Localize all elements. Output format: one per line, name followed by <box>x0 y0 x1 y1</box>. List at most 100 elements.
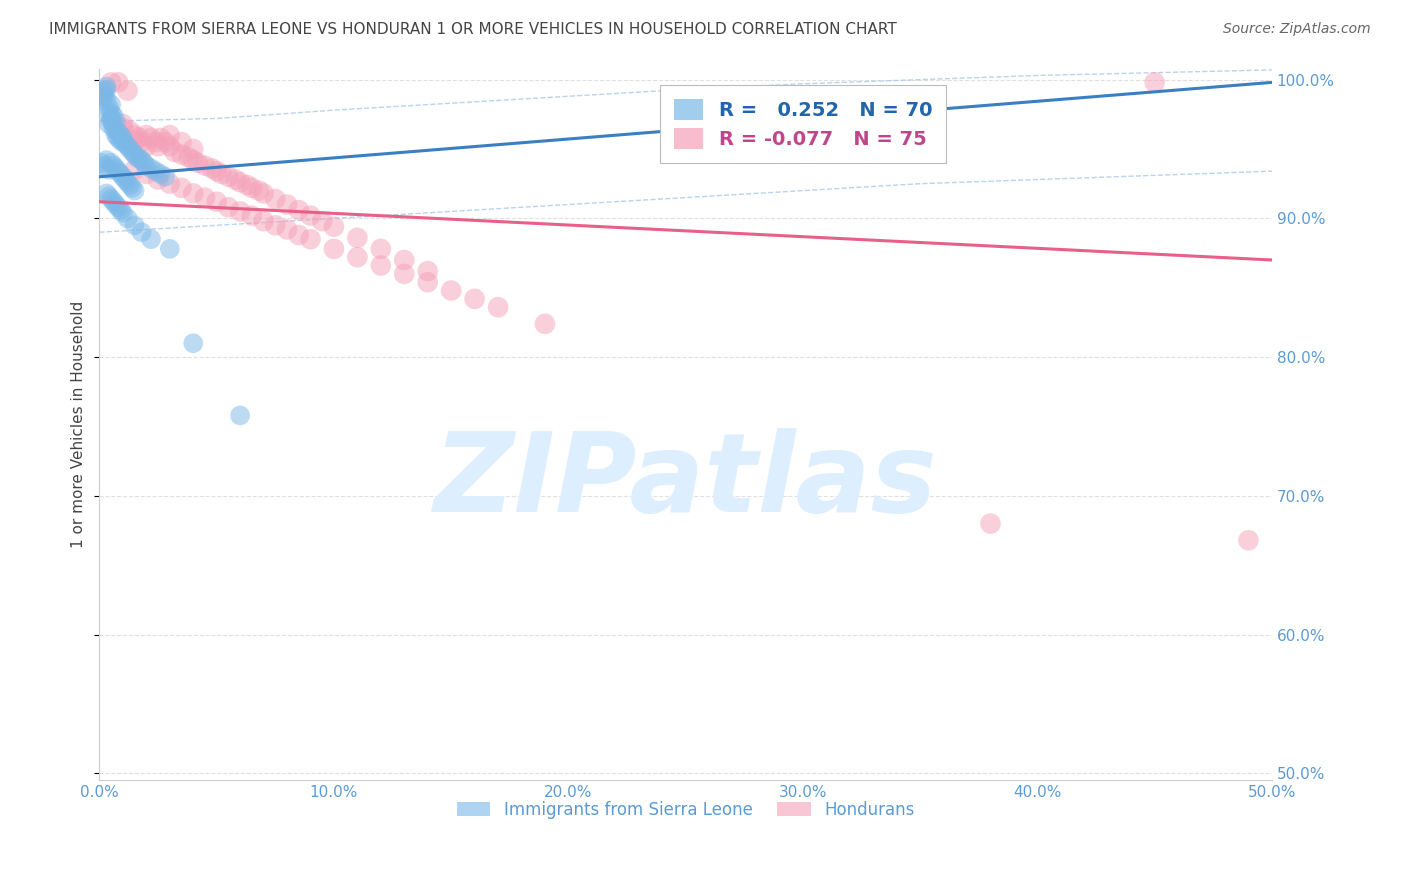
Point <box>346 250 368 264</box>
Point <box>159 128 181 142</box>
Point <box>159 139 181 153</box>
Point <box>111 169 134 184</box>
Point <box>121 181 143 195</box>
Point <box>100 97 122 112</box>
Point <box>264 219 287 233</box>
Point <box>394 267 416 281</box>
Point <box>96 153 118 167</box>
Point <box>93 84 115 98</box>
Point <box>534 317 557 331</box>
Point <box>145 164 167 178</box>
Text: IMMIGRANTS FROM SIERRA LEONE VS HONDURAN 1 OR MORE VEHICLES IN HOUSEHOLD CORRELA: IMMIGRANTS FROM SIERRA LEONE VS HONDURAN… <box>49 22 897 37</box>
Point <box>486 300 509 314</box>
Point <box>125 150 148 164</box>
Point <box>287 227 309 242</box>
Point <box>194 190 217 204</box>
Point <box>149 167 172 181</box>
Legend: Immigrants from Sierra Leone, Hondurans: Immigrants from Sierra Leone, Hondurans <box>450 794 921 825</box>
Point <box>124 128 146 142</box>
Point <box>135 128 157 142</box>
Point <box>97 100 120 114</box>
Point <box>416 275 439 289</box>
Point <box>370 259 392 273</box>
Point <box>370 242 392 256</box>
Point <box>217 200 239 214</box>
Point <box>146 139 169 153</box>
Point <box>93 89 115 103</box>
Point <box>170 135 193 149</box>
Point <box>118 142 141 156</box>
Point <box>205 164 228 178</box>
Point <box>236 178 259 192</box>
Point <box>252 186 274 201</box>
Point <box>97 107 120 121</box>
Point <box>111 206 134 220</box>
Point <box>240 209 263 223</box>
Point <box>103 159 125 173</box>
Point <box>124 219 146 233</box>
Point <box>149 131 172 145</box>
Point <box>100 156 122 170</box>
Point <box>229 175 252 189</box>
Point <box>104 128 127 142</box>
Point <box>124 184 146 198</box>
Point <box>170 181 193 195</box>
Point <box>209 167 232 181</box>
Point <box>103 194 125 209</box>
Point <box>118 124 141 138</box>
Point <box>416 264 439 278</box>
Point <box>110 202 132 217</box>
Point <box>205 194 228 209</box>
Point <box>96 186 118 201</box>
Point <box>90 156 112 170</box>
Point <box>264 192 287 206</box>
Text: Source: ZipAtlas.com: Source: ZipAtlas.com <box>1223 22 1371 37</box>
Point <box>177 150 200 164</box>
Point <box>159 177 181 191</box>
Point <box>181 336 204 351</box>
Point <box>124 162 146 177</box>
Point <box>440 284 463 298</box>
Point <box>153 135 176 149</box>
Point <box>240 181 263 195</box>
Point <box>107 131 129 145</box>
Point <box>107 164 129 178</box>
Point <box>299 232 322 246</box>
Point <box>135 159 157 173</box>
Point <box>100 106 122 120</box>
Point <box>121 145 143 159</box>
Point <box>139 131 162 145</box>
Point <box>100 192 122 206</box>
Point <box>287 202 309 217</box>
Point <box>252 214 274 228</box>
Point <box>103 121 125 136</box>
Point <box>194 159 217 173</box>
Point <box>131 153 153 167</box>
Point <box>146 172 169 186</box>
Point <box>181 186 204 201</box>
Point <box>163 145 186 159</box>
Point <box>247 184 270 198</box>
Point <box>111 117 134 131</box>
Point <box>111 121 134 136</box>
Point <box>97 162 120 177</box>
Point <box>110 128 132 142</box>
Point <box>187 156 209 170</box>
Point <box>124 134 146 148</box>
Point <box>135 167 157 181</box>
Point <box>135 139 157 153</box>
Point <box>159 242 181 256</box>
Point <box>153 169 176 184</box>
Point <box>131 135 153 149</box>
Point <box>464 292 486 306</box>
Point <box>97 189 120 203</box>
Point <box>107 75 129 89</box>
Point <box>110 134 132 148</box>
Point <box>299 209 322 223</box>
Point <box>311 214 333 228</box>
Point <box>118 178 141 192</box>
Point <box>96 82 118 96</box>
Point <box>93 159 115 173</box>
Point <box>128 131 150 145</box>
Point <box>96 79 118 94</box>
